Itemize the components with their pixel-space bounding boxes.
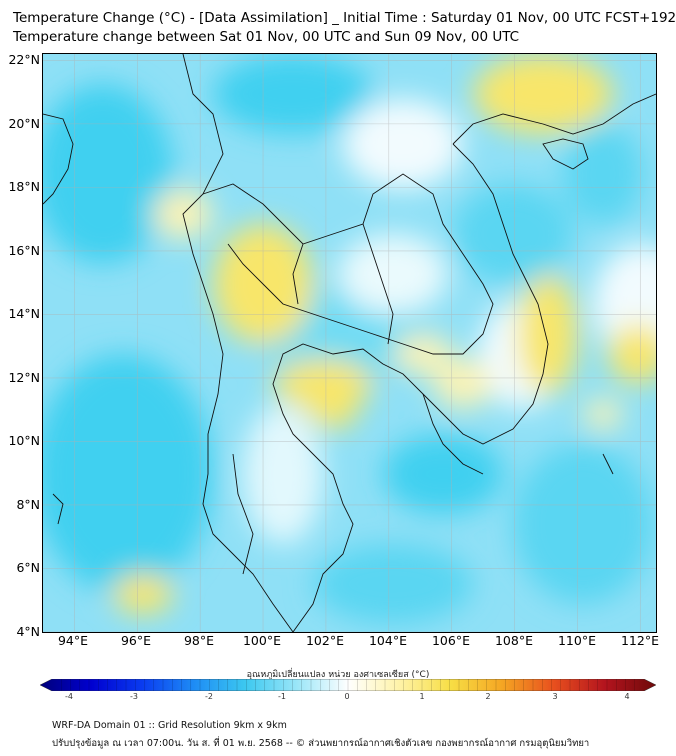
chart-subtitle: Temperature change between Sat 01 Nov, 0… <box>13 29 520 45</box>
lon-label: 98°E <box>183 633 215 648</box>
lon-label: 104°E <box>368 633 407 648</box>
colorbar-tick: 4 <box>624 692 630 701</box>
footer-credit: ปรับปรุงข้อมูล ณ เวลา 07:00น. วัน ส. ที่… <box>52 738 590 749</box>
lat-label: 16°N <box>8 243 40 258</box>
colorbar-tick: 3 <box>552 692 558 701</box>
lon-label: 110°E <box>557 633 596 648</box>
lon-label: 102°E <box>305 633 344 648</box>
colorbar-body <box>40 679 656 691</box>
graticule <box>43 54 656 632</box>
colorbar-tick: -2 <box>205 692 213 701</box>
lon-label: 108°E <box>494 633 533 648</box>
lat-label: 20°N <box>8 116 40 131</box>
coastlines <box>43 54 656 632</box>
colorbar-title: อุณหภูมิเปลี่ยนแปลง หน่วย องศาเซลเซียส (… <box>246 670 430 680</box>
lat-label: 14°N <box>8 306 40 321</box>
colorbar-tick: -1 <box>278 692 286 701</box>
lat-label: 12°N <box>8 370 40 385</box>
colorbar-tick: 0 <box>344 692 350 701</box>
lon-label: 106°E <box>431 633 470 648</box>
chart-title: Temperature Change (°C) - [Data Assimila… <box>13 10 676 26</box>
colorbar-tick: 2 <box>485 692 491 701</box>
colorbar-tick: -3 <box>130 692 138 701</box>
map-canvas <box>43 54 656 632</box>
lat-label: 8°N <box>16 497 40 512</box>
lon-label: 100°E <box>242 633 281 648</box>
colorbar-tick: 1 <box>419 692 425 701</box>
temperature-change-map <box>42 53 657 633</box>
lat-label: 18°N <box>8 179 40 194</box>
lat-label: 4°N <box>16 624 40 639</box>
field-blobs <box>43 54 656 624</box>
lat-label: 22°N <box>8 52 40 67</box>
lat-label: 10°N <box>8 433 40 448</box>
colorbar <box>40 679 656 691</box>
lon-label: 112°E <box>620 633 659 648</box>
lon-label: 96°E <box>120 633 152 648</box>
colorbar-tick: -4 <box>65 692 73 701</box>
lat-label: 6°N <box>16 560 40 575</box>
footer-model-info: WRF-DA Domain 01 :: Grid Resolution 9km … <box>52 720 287 731</box>
lon-label: 94°E <box>57 633 89 648</box>
